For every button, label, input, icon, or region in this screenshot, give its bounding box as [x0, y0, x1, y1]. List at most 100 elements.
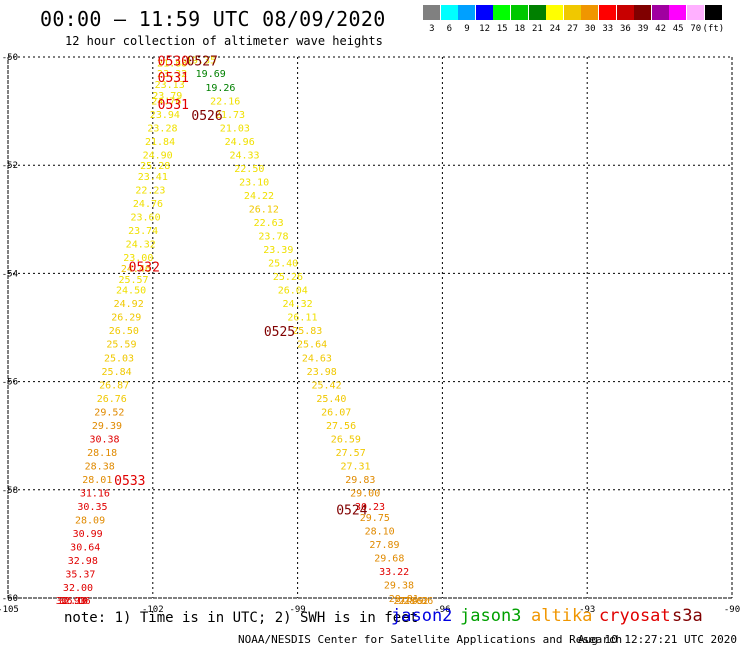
satellite-jason3-label: jason3	[460, 606, 522, 626]
page-subtitle: 12 hour collection of altimeter wave hei…	[65, 34, 383, 48]
color-scale-label: 18	[514, 24, 526, 34]
swh-value-label: 26.11	[287, 313, 317, 324]
swh-value-label: 29.39	[92, 421, 122, 432]
color-scale-label: 12	[479, 24, 491, 34]
swh-value-label: 23.60	[131, 213, 161, 224]
swh-value-label: 23.28	[147, 123, 177, 134]
color-scale-label: 30	[584, 24, 596, 34]
y-tick-label: -52	[2, 161, 18, 171]
time-label: 0530	[158, 55, 189, 70]
swh-value-label: 21.03	[220, 123, 250, 134]
swh-value-label: 23.78	[258, 232, 288, 243]
swh-value-label: 29.75	[360, 513, 390, 524]
swh-value-label: 32.98	[68, 556, 98, 567]
swh-value-label: 27.31	[340, 461, 370, 472]
x-tick-label: -99	[289, 605, 305, 615]
swh-value-label: 22.16	[210, 96, 240, 107]
swh-value-label: 24.32	[126, 240, 156, 251]
color-scale-swatch	[616, 5, 634, 20]
swh-value-label: 19.35	[186, 56, 216, 67]
swh-value-label: 25.40	[316, 394, 346, 405]
swh-value-label: 27.89	[369, 540, 399, 551]
color-scale-swatch	[704, 5, 722, 20]
color-scale-label: 70	[690, 24, 702, 34]
satellite-jason2-label: jason2	[391, 606, 453, 626]
swh-value-label: 23.79	[152, 91, 182, 102]
swh-value-label: 24.22	[244, 191, 274, 202]
color-scale-swatch	[440, 5, 458, 20]
color-scale-swatch	[493, 5, 511, 20]
color-scale-label: 42	[655, 24, 667, 34]
swh-value-label: 25.64	[297, 340, 327, 351]
swh-value-label: 25.42	[312, 380, 342, 391]
x-tick-label: -93	[579, 605, 595, 615]
color-scale-label: (ft)	[702, 24, 725, 34]
footer-note: note: 1) Time is in UTC; 2) SWH is in fe…	[64, 610, 419, 626]
time-label: 0531	[158, 71, 189, 86]
swh-value-label: 21.73	[215, 110, 245, 121]
color-scale-label: 33	[602, 24, 614, 34]
color-scale-label: 9	[464, 24, 470, 34]
swh-value-label: 29.00	[350, 489, 380, 500]
swh-value-label: 24.96	[225, 137, 255, 148]
swh-value-label: 28.36	[403, 596, 433, 607]
color-scale-label: 39	[637, 24, 649, 34]
swh-value-label: 29.68	[374, 553, 404, 564]
swh-value-label: 30.23	[355, 502, 385, 513]
swh-value-label: 23.41	[138, 172, 168, 183]
x-tick-label: -105	[0, 605, 19, 615]
swh-value-label: 28.18	[87, 448, 117, 459]
swh-value-label: 26.50	[109, 326, 139, 337]
swh-value-label: 26.12	[249, 204, 279, 215]
swh-value-label: 24.50	[116, 286, 146, 297]
satellite-altika-label: altika	[531, 606, 593, 626]
y-tick-label: -58	[2, 486, 18, 496]
color-scale-swatch	[669, 5, 687, 20]
color-scale-swatch	[599, 5, 616, 20]
swh-value-label: 26.59	[331, 434, 361, 445]
swh-value-label: 29.38	[384, 580, 414, 591]
swh-value-label: 27.56	[326, 421, 356, 432]
swh-value-label: 30.35	[77, 502, 107, 513]
swh-value-label: 23.32	[157, 69, 187, 80]
swh-value-label: 26.29	[111, 313, 141, 324]
swh-value-label: 29.52	[94, 407, 124, 418]
time-label: 0527	[187, 55, 218, 70]
time-label: 0526	[191, 109, 222, 124]
time-label: 0525	[264, 325, 295, 340]
swh-value-label: 26.76	[97, 394, 127, 405]
color-scale-label: 36	[619, 24, 631, 34]
swh-value-label: 21.88	[157, 58, 187, 69]
swh-value-label: 25.84	[102, 367, 132, 378]
x-tick-label: -102	[142, 605, 164, 615]
swh-value-label: 23.74	[128, 226, 158, 237]
swh-value-label: 23.13	[155, 80, 185, 91]
swh-value-label: 31.16	[80, 489, 110, 500]
swh-value-label: 32.00	[63, 583, 93, 594]
swh-value-label: 23.98	[307, 367, 337, 378]
color-scale-swatch	[651, 5, 669, 20]
swh-value-label: 36.16	[61, 596, 91, 607]
x-tick-label: -96	[434, 605, 450, 615]
satellite-s3a-label: s3a	[672, 606, 703, 626]
swh-value-label: 22.23	[135, 186, 165, 197]
y-tick-label: -60	[2, 594, 18, 604]
swh-value-label: 26.04	[278, 286, 308, 297]
page-title: 00:00 – 11:59 UTC 08/09/2020	[40, 7, 386, 31]
swh-value-label: 24.63	[302, 353, 332, 364]
y-tick-label: -50	[2, 53, 18, 63]
swh-value-label: 28.38	[85, 461, 115, 472]
swh-value-label: 19.26	[205, 83, 235, 94]
swh-value-label: 27.69	[394, 596, 424, 607]
swh-value-label: 26.07	[321, 407, 351, 418]
swh-value-label: 23.00	[123, 253, 153, 264]
color-scale-label: 6	[446, 24, 453, 34]
swh-value-label: 19.69	[196, 69, 226, 80]
color-scale-swatch	[528, 5, 546, 20]
swh-value-label: 28.09	[75, 516, 105, 527]
credit-line: NOAA/NESDIS Center for Satellite Applica…	[238, 633, 623, 646]
swh-value-label: 23.10	[239, 177, 269, 188]
color-scale-label: 45	[672, 24, 684, 34]
color-scale-swatch	[511, 5, 528, 20]
